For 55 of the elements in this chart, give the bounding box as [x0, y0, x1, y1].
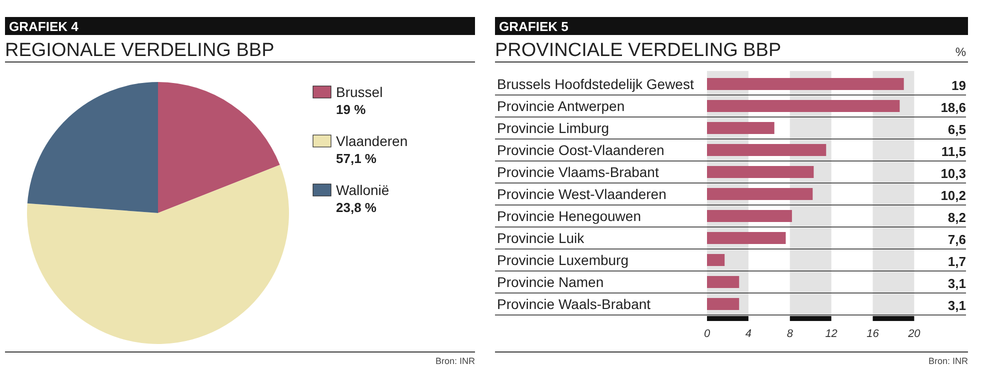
data-label: 57,1 % [336, 151, 377, 166]
legend-label: Brussel [336, 84, 383, 100]
legend-label: Wallonië [336, 182, 390, 198]
legend-label: Vlaanderen [336, 133, 408, 149]
y-tick-label: Provincie Namen [497, 274, 604, 290]
bar [707, 232, 786, 244]
text: Bron: INR [435, 356, 476, 366]
pie-slice [158, 82, 280, 213]
bar [707, 254, 725, 266]
text: GRAFIEK 4 [9, 19, 80, 34]
bar [707, 122, 774, 134]
y-tick-label: Provincie West-Vlaanderen [497, 186, 666, 202]
pie-slice [27, 164, 289, 344]
data-label: 3,1 [948, 298, 966, 313]
y-tick-label: Provincie Henegouwen [497, 208, 641, 224]
chart-title: PROVINCIALE VERDELING BBP [495, 40, 782, 61]
bar [707, 100, 900, 112]
data-label: 18,6 [940, 100, 966, 115]
x-tick-label: 20 [907, 328, 922, 340]
y-tick-label: Provincie Luik [497, 230, 586, 246]
y-tick-label: Provincie Oost-Vlaanderen [497, 142, 664, 158]
data-label: 19 [952, 78, 966, 93]
bar [707, 166, 814, 178]
y-tick-label: Provincie Vlaams-Brabant [497, 164, 659, 180]
bar [707, 78, 904, 90]
data-label: 11,5 [941, 144, 966, 159]
data-label: 7,6 [948, 232, 966, 247]
x-tick-label: 12 [825, 328, 838, 340]
x-tick-label: 0 [704, 328, 711, 340]
x-tick-label: 16 [866, 328, 880, 340]
chart-title: REGIONALE VERDELING BBP [5, 40, 274, 61]
data-label: 1,7 [948, 254, 966, 269]
x-axis-title: % [955, 45, 966, 59]
x-tick-label: 8 [786, 328, 794, 340]
data-label: 3,1 [948, 276, 966, 291]
data-label: 6,5 [948, 122, 966, 137]
bar [707, 298, 740, 310]
data-label: 10,3 [940, 166, 966, 181]
y-tick-label: Provincie Limburg [497, 120, 610, 136]
bar [707, 188, 813, 200]
bar [707, 210, 792, 222]
text: Bron: INR [928, 356, 968, 366]
pie-slice [27, 82, 158, 213]
bar [707, 144, 826, 156]
data-label: 8,2 [948, 210, 966, 225]
y-tick-label: Brussels Hoofdstedelijk Gewest [497, 76, 694, 92]
data-label: 10,2 [940, 188, 966, 203]
data-label: 19 % [336, 102, 366, 117]
x-tick-label: 4 [745, 328, 752, 340]
data-label: 23,8 % [336, 200, 377, 215]
y-tick-label: Provincie Luxemburg [497, 252, 629, 268]
y-tick-label: Provincie Antwerpen [497, 98, 625, 114]
bar [707, 276, 740, 288]
text: GRAFIEK 5 [499, 19, 568, 34]
y-tick-label: Provincie Waals-Brabant [497, 296, 651, 312]
